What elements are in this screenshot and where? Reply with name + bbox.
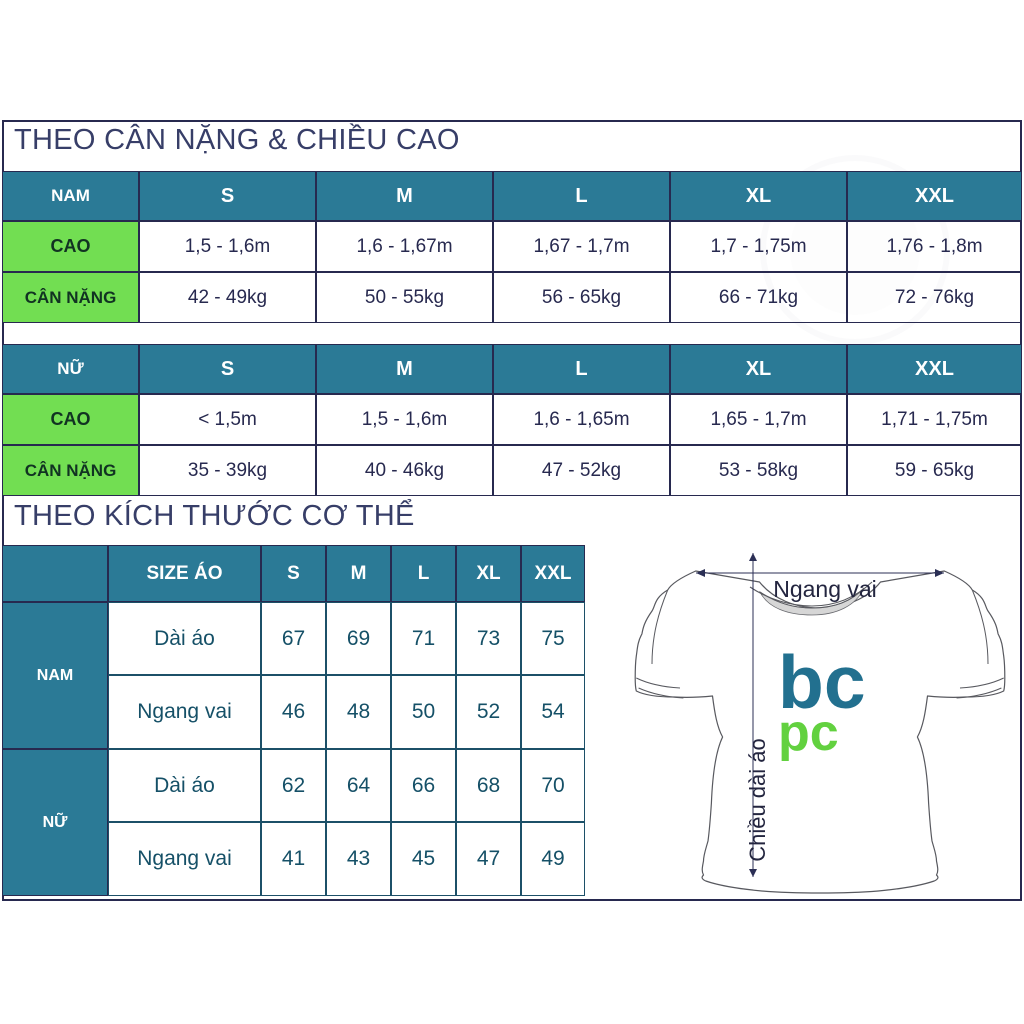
- svg-text:Chiều dài áo: Chiều dài áo: [745, 738, 770, 862]
- svg-text:pc: pc: [778, 704, 839, 762]
- svg-text:Ngang vai: Ngang vai: [773, 576, 877, 602]
